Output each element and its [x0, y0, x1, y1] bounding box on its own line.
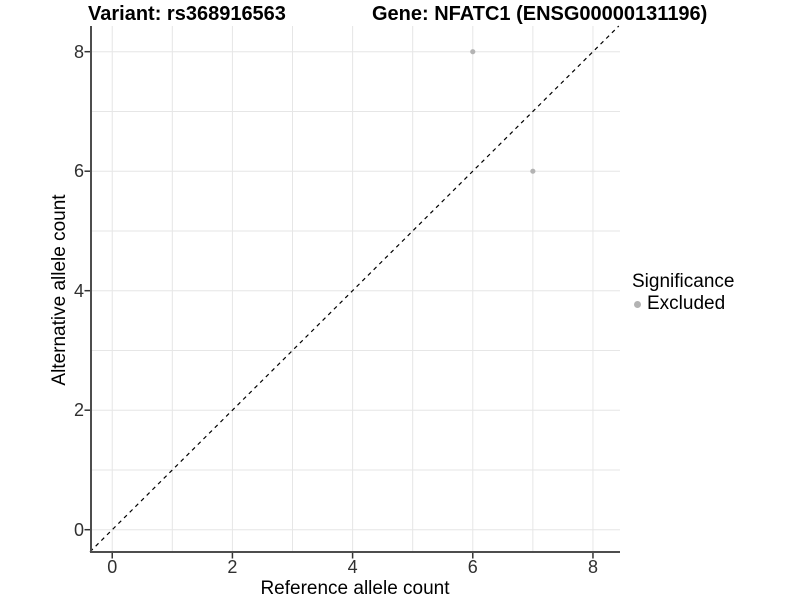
x-tick-label: 8	[587, 557, 598, 577]
legend-items: Excluded	[630, 293, 734, 315]
x-tick-label: 2	[227, 557, 238, 577]
y-tick-label: 2	[73, 400, 84, 421]
y-tick-label: 8	[73, 41, 84, 62]
gene-title: Gene: NFATC1 (ENSG00000131196)	[372, 3, 708, 25]
x-tick-label: 4	[347, 557, 358, 577]
x-axis-title: Reference allele count	[260, 578, 450, 599]
legend-key-dot-icon	[634, 300, 641, 308]
legend-item: Excluded	[634, 293, 734, 315]
legend-item-label: Excluded	[647, 293, 726, 314]
y-tick-label: 6	[73, 161, 84, 182]
variant-title: Variant: rs368916563	[88, 3, 286, 25]
x-tick-label: 6	[467, 557, 478, 577]
plot-panel	[84, 25, 620, 559]
data-point	[470, 49, 476, 55]
legend-title: Significance	[632, 271, 735, 292]
y-tick-label: 0	[73, 519, 84, 540]
data-point	[530, 168, 536, 174]
y-tick-label: 4	[73, 280, 84, 301]
x-tick-label: 0	[107, 557, 118, 577]
legend: Significance Excluded	[630, 271, 734, 315]
identity-line	[89, 25, 620, 553]
